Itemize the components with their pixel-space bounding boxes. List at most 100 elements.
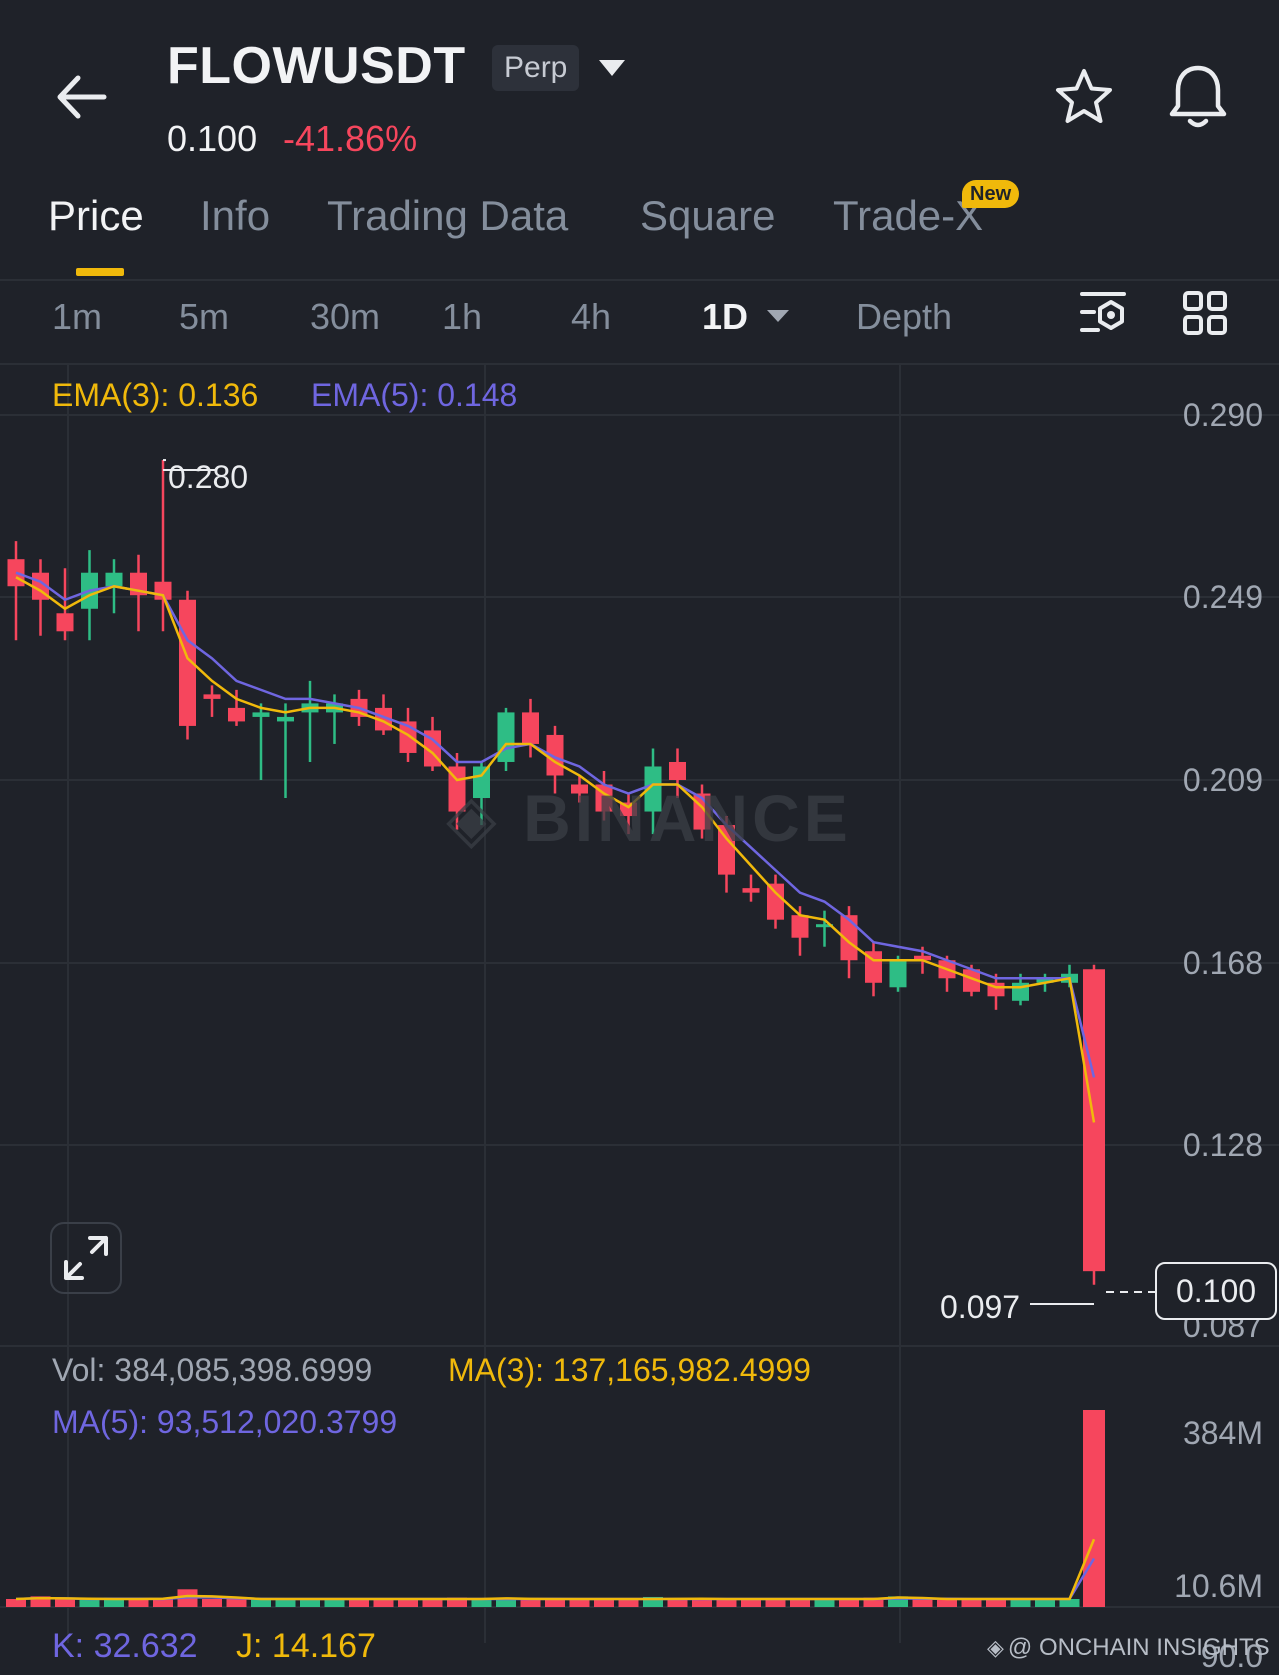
candle-body <box>742 888 760 893</box>
volume-bar <box>545 1599 565 1607</box>
candle-body <box>791 915 809 938</box>
volume-bar <box>324 1599 345 1607</box>
candle-body <box>228 707 245 722</box>
volume-bar <box>300 1599 320 1607</box>
volume-bar <box>422 1599 443 1607</box>
volume-bar <box>912 1599 933 1607</box>
volume-bar <box>1010 1599 1031 1607</box>
tab-info[interactable]: Info <box>200 192 271 239</box>
volume-bar <box>618 1599 639 1607</box>
volume-bar <box>569 1599 590 1607</box>
interval-5m[interactable]: 5m <box>179 296 230 337</box>
volume-bar <box>373 1599 394 1607</box>
candle-body <box>473 766 490 799</box>
price-axis-label: 0.168 <box>1182 945 1263 981</box>
tab-square[interactable]: Square <box>640 192 776 239</box>
fullscreen-expand-button[interactable] <box>50 1222 122 1294</box>
volume-bar <box>716 1598 737 1607</box>
volume-bar <box>986 1599 1006 1607</box>
binance-diamond-icon: ◈ <box>446 781 501 855</box>
candle-body <box>522 712 539 744</box>
last-price-tag[interactable]: 0.100 <box>1155 1262 1277 1320</box>
ema5-line <box>15 571 1096 1078</box>
candle-body <box>816 924 833 928</box>
volume-bar <box>447 1597 467 1607</box>
kdj-j-label: J: 14.167 <box>236 1627 376 1665</box>
layout-grid-icon[interactable] <box>1182 290 1228 336</box>
contract-type-badge: Perp <box>492 45 580 91</box>
volume-bar <box>6 1599 26 1607</box>
price-axis-label: 0.290 <box>1182 397 1263 433</box>
active-tab-indicator <box>76 268 124 276</box>
volume-bar <box>349 1599 369 1607</box>
bell-icon[interactable] <box>1165 62 1231 132</box>
volume-bar <box>692 1599 712 1607</box>
interval-depth[interactable]: Depth <box>856 296 953 337</box>
symbol-title[interactable]: FLOWUSDT <box>167 37 466 95</box>
volume-bar <box>471 1598 492 1607</box>
volume-ma5-label: MA(5): 93,512,020.3799 <box>52 1404 398 1440</box>
volume-bar <box>937 1599 957 1607</box>
volume-bar <box>643 1596 663 1607</box>
kdj-k-label: K: 32.632 <box>52 1627 198 1665</box>
volume-bar <box>1083 1410 1105 1607</box>
price-axis-label: 0.209 <box>1182 762 1263 798</box>
volume-bar <box>496 1599 516 1607</box>
ema3-label: EMA(3): 0.136 <box>52 377 259 413</box>
tab-trade-x[interactable]: Trade-X <box>833 192 984 239</box>
candle-body <box>963 969 980 992</box>
candle-body <box>497 712 515 762</box>
volume-axis-label: 384M <box>1182 1415 1263 1451</box>
star-icon[interactable] <box>1053 66 1115 128</box>
interval-1d[interactable]: 1D <box>702 296 749 337</box>
candle-body <box>840 915 858 961</box>
credit-text: @ ONCHAIN INSIGHTS <box>1007 1634 1270 1661</box>
caret-down-icon[interactable] <box>597 56 627 78</box>
volume-bar <box>814 1599 835 1607</box>
interval-30m[interactable]: 30m <box>310 296 381 337</box>
credit-watermark: ◈ @ ONCHAIN INSIGHTS <box>987 1634 1270 1662</box>
volume-bar <box>741 1599 761 1607</box>
volume-bar <box>765 1599 786 1607</box>
price-axis-label: 0.249 <box>1182 579 1263 615</box>
volume-bar <box>104 1597 124 1607</box>
volume-bar <box>128 1599 149 1607</box>
volume-bar <box>667 1598 688 1607</box>
volume-bar <box>226 1599 247 1607</box>
candle-body <box>767 883 784 920</box>
expand-arrows-icon <box>64 1236 108 1280</box>
volume-bar <box>1035 1599 1055 1607</box>
candlestick-chart[interactable] <box>0 363 1279 1675</box>
interval-caret-down-icon[interactable] <box>766 308 790 324</box>
candle-body <box>1036 978 1054 983</box>
candle-body <box>56 613 74 632</box>
high-price-marker: 0.280 <box>168 459 249 495</box>
volume-bar <box>153 1598 173 1607</box>
volume-bar <box>251 1599 271 1607</box>
price-axis-label: 0.128 <box>1182 1127 1263 1163</box>
volume-bar <box>961 1599 982 1607</box>
volume-label: Vol: 384,085,398.6999 <box>52 1352 373 1388</box>
interval-1h[interactable]: 1h <box>442 296 483 337</box>
volume-bar <box>30 1596 51 1607</box>
divider <box>0 363 1279 365</box>
volume-bar <box>79 1599 100 1607</box>
candle-body <box>571 784 588 794</box>
volume-bar <box>790 1598 810 1607</box>
ema3-line <box>15 576 1096 1123</box>
volume-bar <box>594 1599 614 1607</box>
interval-4h[interactable]: 4h <box>571 296 612 337</box>
back-arrow-icon[interactable] <box>48 62 118 132</box>
chart-settings-icon[interactable] <box>1078 288 1128 338</box>
tab-trading-data[interactable]: Trading Data <box>327 192 569 239</box>
tab-price[interactable]: Price <box>48 192 144 239</box>
volume-bar <box>520 1599 541 1607</box>
kdj-axis-label: 90.0 <box>1200 1638 1263 1674</box>
candle-body <box>105 572 123 587</box>
binance-logo-watermark: ◈ BINANCE <box>446 780 852 857</box>
candle-body <box>203 694 221 699</box>
candle-body <box>889 960 907 988</box>
volume-axis-label: 10.6M <box>1174 1568 1263 1604</box>
interval-1m[interactable]: 1m <box>52 296 103 337</box>
volume-ma3-line <box>15 1538 1096 1601</box>
